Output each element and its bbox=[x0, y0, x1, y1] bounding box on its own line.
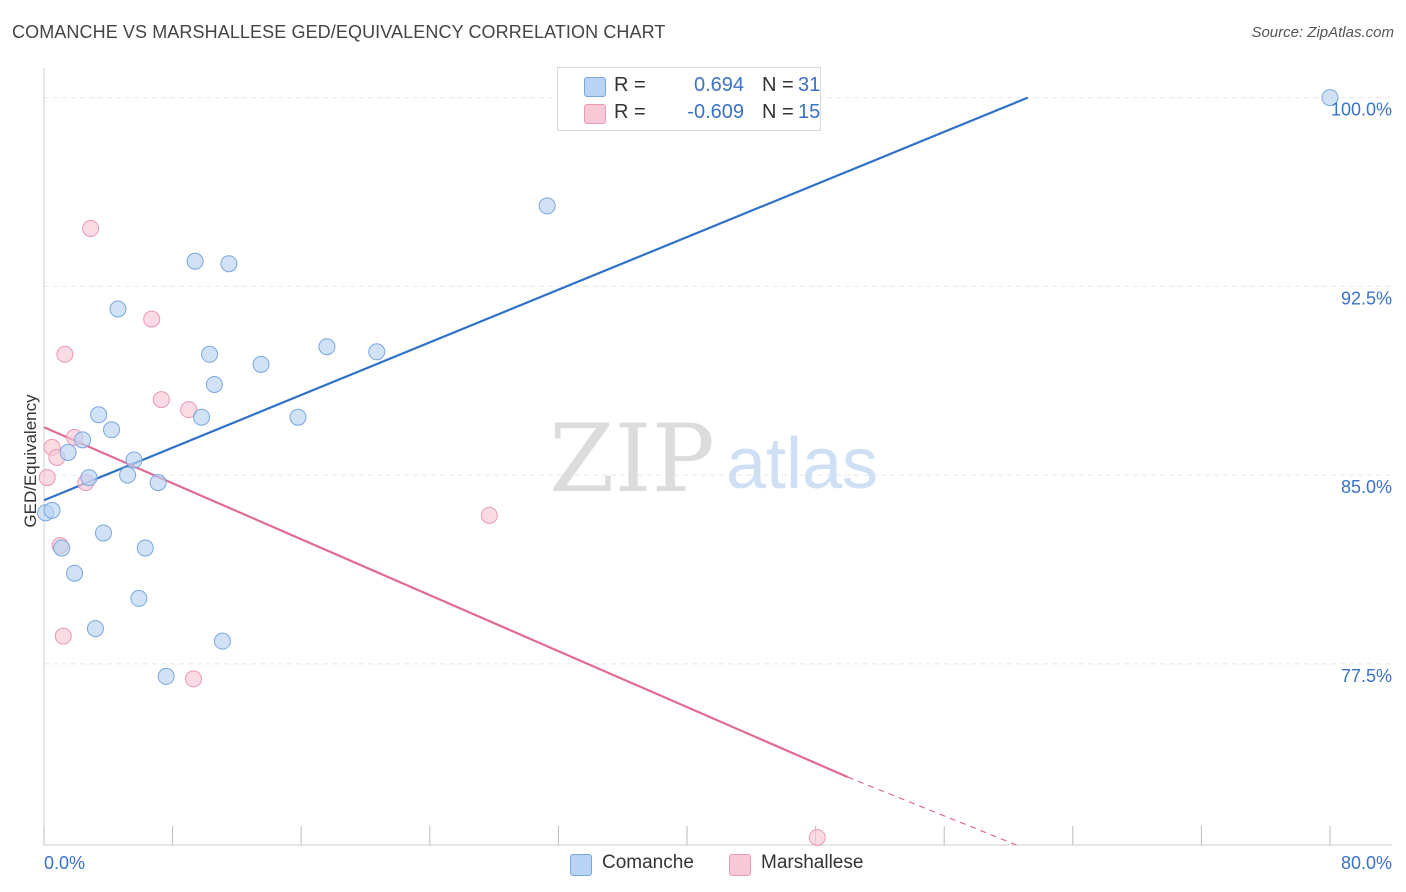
comanche-point bbox=[74, 431, 92, 449]
comanche-legend-swatch bbox=[570, 854, 592, 876]
comanche-point bbox=[213, 632, 231, 650]
comanche-point bbox=[538, 197, 556, 215]
marshallese-legend-label: Marshallese bbox=[761, 852, 864, 873]
y-axis-label: GED/Equivalency bbox=[21, 394, 40, 528]
marshallese-point bbox=[152, 391, 170, 409]
axes bbox=[43, 68, 1392, 846]
trend-lines bbox=[43, 96, 1029, 846]
comanche-point bbox=[1321, 89, 1339, 107]
marshallese-point bbox=[38, 469, 56, 487]
data-points bbox=[37, 89, 1339, 846]
comanche-point bbox=[119, 466, 137, 484]
comanche-point bbox=[157, 667, 175, 685]
x-tick-label: 0.0% bbox=[44, 853, 85, 873]
marshallese-trend-line bbox=[43, 426, 849, 779]
source-label: Source: ZipAtlas.com bbox=[1251, 24, 1394, 41]
comanche-point bbox=[90, 406, 108, 424]
comanche-point bbox=[94, 524, 112, 542]
r-label: R = bbox=[614, 74, 646, 96]
comanche-point bbox=[136, 539, 154, 557]
comanche-trend-line bbox=[43, 96, 1029, 502]
comanche-point bbox=[125, 451, 143, 469]
comanche-point bbox=[109, 300, 127, 318]
y-tick-label: 77.5% bbox=[1341, 666, 1392, 686]
comanche-point bbox=[201, 345, 219, 363]
comanche-point bbox=[43, 501, 61, 519]
chart-title: COMANCHE VS MARSHALLESE GED/EQUIVALENCY … bbox=[12, 22, 666, 42]
stats-legend: R = 0.694 N = 31 R = -0.609 N = 15 bbox=[557, 67, 821, 131]
comanche-point bbox=[205, 375, 223, 393]
comanche-point bbox=[186, 252, 204, 270]
comanche-point bbox=[289, 408, 307, 426]
watermark: ZIP atlas bbox=[549, 405, 878, 514]
marshallese-point bbox=[143, 310, 161, 328]
n-label: N = bbox=[762, 101, 794, 123]
marshallese-point bbox=[56, 345, 74, 363]
comanche-point bbox=[130, 589, 148, 607]
comanche-point bbox=[252, 355, 270, 373]
comanche-point bbox=[149, 474, 167, 492]
comanche-point bbox=[80, 469, 98, 487]
comanche-point bbox=[66, 564, 84, 582]
comanche-point bbox=[220, 255, 238, 273]
n-value: 31 bbox=[798, 74, 821, 96]
marshallese-point bbox=[54, 627, 72, 645]
grid-lines bbox=[44, 97, 1392, 665]
r-value: -0.609 bbox=[687, 101, 744, 123]
marshallese-point bbox=[480, 506, 498, 524]
watermark-zip: ZIP bbox=[549, 405, 715, 514]
marshallese-swatch bbox=[584, 104, 606, 124]
marshallese-trend-extension bbox=[847, 776, 1017, 846]
tick-labels: 77.5% 85.0% 92.5% 100.0% 0.0% 80.0% bbox=[44, 100, 1392, 873]
y-tick-label: 85.0% bbox=[1341, 477, 1392, 497]
r-label: R = bbox=[614, 101, 646, 123]
comanche-point bbox=[53, 539, 71, 557]
y-tick-label: 92.5% bbox=[1341, 288, 1392, 308]
comanche-point bbox=[368, 343, 386, 361]
y-tick-label: 100.0% bbox=[1331, 100, 1392, 120]
marshallese-point bbox=[184, 670, 202, 688]
n-label: N = bbox=[762, 74, 794, 96]
comanche-point bbox=[103, 421, 121, 439]
comanche-point bbox=[59, 443, 77, 461]
comanche-point bbox=[86, 620, 104, 638]
r-value: 0.694 bbox=[693, 74, 744, 96]
marshallese-point bbox=[180, 401, 198, 419]
n-value: 15 bbox=[798, 101, 821, 123]
x-tick-label: 80.0% bbox=[1341, 853, 1392, 873]
comanche-point bbox=[318, 338, 336, 356]
comanche-point bbox=[193, 408, 211, 426]
marshallese-point bbox=[808, 828, 826, 846]
comanche-legend-label: Comanche bbox=[602, 852, 694, 873]
watermark-atlas: atlas bbox=[726, 424, 878, 504]
marshallese-legend-swatch bbox=[729, 854, 751, 876]
marshallese-point bbox=[82, 219, 100, 237]
comanche-swatch bbox=[584, 77, 606, 97]
